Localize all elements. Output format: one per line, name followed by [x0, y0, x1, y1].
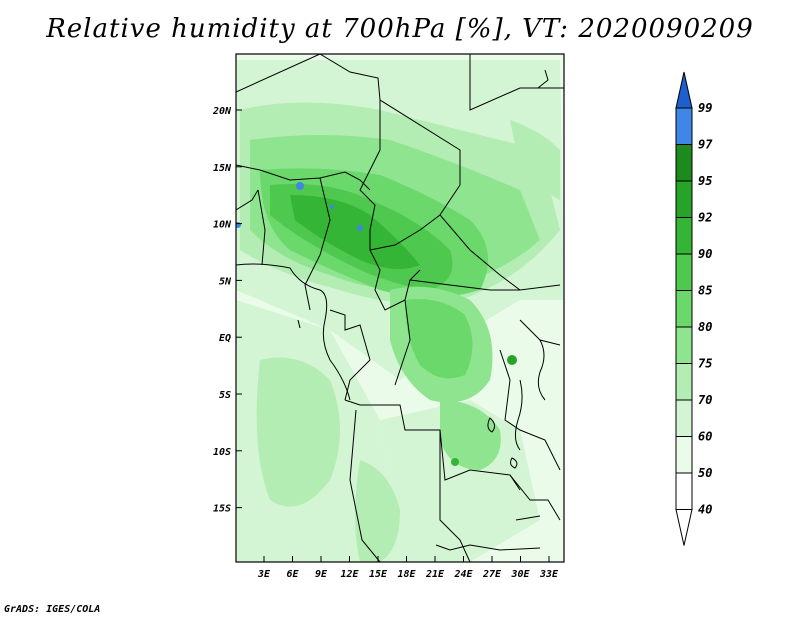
y-tick-label: 15S — [213, 504, 231, 515]
x-tick-label: 33E — [539, 569, 559, 580]
x-tick-label: 3E — [257, 569, 271, 580]
humidity-field — [236, 54, 564, 562]
colorbar-label: 40 — [698, 503, 712, 517]
colorbar-segment — [675, 290, 693, 328]
colorbar-label: 75 — [698, 357, 712, 371]
y-tick-label: 10N — [213, 220, 232, 231]
colorbar-segment — [675, 399, 693, 437]
colorbar-segment — [675, 326, 693, 364]
colorbar-segment — [675, 363, 693, 401]
x-tick-label: 30E — [510, 569, 530, 580]
colorbar-segment — [675, 217, 693, 255]
x-tick-label: 15E — [369, 569, 388, 580]
colorbar-segment — [675, 144, 693, 182]
x-tick-label: 9E — [315, 569, 328, 580]
colorbar-label: 92 — [698, 211, 712, 225]
colorbar-segment — [675, 436, 693, 474]
colorbar-segment — [675, 253, 693, 291]
colorbar-label: 99 — [698, 101, 712, 115]
grads-credit: GrADS: IGES/COLA — [4, 604, 101, 615]
country-boundaries — [236, 54, 564, 562]
colorbar-label: 97 — [698, 138, 713, 152]
map-frame — [235, 53, 565, 563]
y-tick-label: 5N — [219, 276, 232, 287]
x-axis: 3E 6E 9E 12E 15E 18E 21E 24E 27E 30E 33E — [257, 556, 559, 580]
y-tick-label: 20N — [212, 106, 232, 117]
map-panel — [235, 53, 565, 563]
colorbar-segment — [675, 180, 693, 218]
y-axis: 20N 15N 10N 5N EQ 5S 10S 15S — [212, 106, 242, 515]
colorbar-label: 80 — [698, 320, 712, 334]
x-tick-label: 12E — [340, 569, 359, 580]
colorbar-label: 90 — [698, 247, 712, 261]
colorbar-label: 60 — [698, 430, 712, 444]
colorbar: 99 97 95 92 90 85 80 75 70 60 50 40 — [675, 71, 713, 546]
x-tick-label: 6E — [286, 569, 299, 580]
colorbar-segment — [675, 472, 693, 510]
colorbar-label: 70 — [698, 393, 712, 407]
y-tick-label: 10S — [213, 447, 231, 458]
x-tick-label: 24E — [453, 569, 473, 580]
colorbar-segment — [675, 107, 693, 145]
y-tick-label: EQ — [219, 333, 231, 344]
y-tick-label: 15N — [213, 163, 232, 174]
chart-title: Relative humidity at 700hPa [%], VT: 202… — [46, 14, 754, 44]
colorbar-label: 50 — [698, 466, 712, 480]
colorbar-label: 95 — [698, 174, 712, 188]
y-tick-label: 5S — [219, 390, 231, 401]
x-tick-label: 21E — [425, 569, 445, 580]
x-tick-label: 18E — [397, 569, 416, 580]
colorbar-top-arrow — [675, 71, 693, 109]
x-tick-label: 27E — [482, 569, 502, 580]
colorbar-label: 85 — [698, 284, 712, 298]
colorbar-bottom-arrow — [675, 509, 693, 546]
